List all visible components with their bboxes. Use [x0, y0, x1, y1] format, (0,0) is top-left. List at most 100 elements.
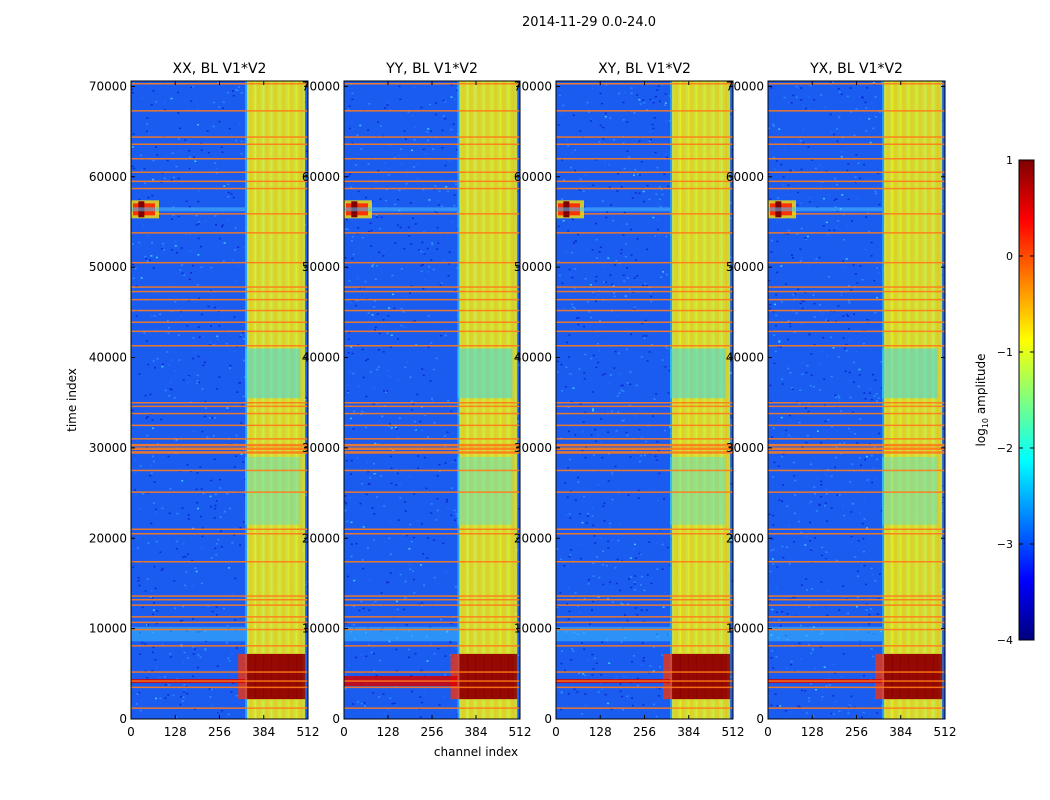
noise-pixel: [382, 693, 385, 695]
noise-pixel: [802, 104, 805, 107]
rfi-stripe: [891, 81, 901, 719]
noise-pixel: [436, 509, 439, 512]
noise-pixel: [815, 510, 818, 512]
noise-pixel: [202, 492, 205, 495]
flagged-row: [768, 595, 945, 597]
noise-pixel: [180, 247, 183, 249]
flagged-row: [131, 180, 308, 183]
noise-pixel: [427, 270, 430, 273]
noise-pixel: [780, 416, 783, 419]
noise-pixel: [790, 660, 793, 663]
noise-pixel: [813, 99, 816, 101]
flagged-row: [768, 321, 945, 323]
noise-pixel: [386, 390, 388, 392]
noise-pixel: [604, 116, 607, 118]
noise-pixel: [855, 108, 858, 110]
noise-pixel: [411, 409, 414, 411]
noise-pixel: [408, 548, 411, 550]
rfi-stripe-core: [510, 81, 515, 719]
flagged-row: [131, 232, 308, 234]
noise-pixel: [433, 368, 436, 371]
noise-pixel: [437, 242, 440, 244]
noise-pixel: [372, 692, 375, 694]
noise-pixel: [564, 386, 567, 388]
noise-pixel: [861, 716, 863, 719]
noise-pixel: [397, 519, 400, 521]
noise-pixel: [605, 83, 608, 86]
noise-pixel: [577, 543, 580, 545]
noise-pixel: [768, 279, 771, 282]
flagged-row: [131, 533, 308, 535]
noise-pixel: [799, 260, 802, 262]
noise-pixel: [665, 120, 668, 123]
noise-pixel: [788, 563, 791, 565]
noise-pixel: [567, 618, 570, 620]
noise-pixel: [200, 266, 203, 269]
noise-pixel: [191, 618, 194, 620]
noise-pixel: [371, 200, 374, 202]
noise-pixel: [592, 524, 595, 527]
noise-pixel: [450, 96, 453, 98]
noise-pixel: [382, 319, 385, 321]
noise-pixel: [778, 499, 781, 501]
noise-pixel: [570, 490, 572, 493]
hot-stripe: [500, 653, 509, 700]
noise-pixel: [353, 605, 355, 608]
noise-pixel: [825, 685, 828, 687]
hot-stripe: [721, 653, 731, 700]
noise-pixel: [595, 276, 598, 278]
noise-pixel: [652, 127, 655, 130]
noise-pixel: [729, 414, 732, 417]
noise-pixel: [196, 502, 199, 504]
noise-pixel: [615, 675, 618, 678]
noise-pixel: [383, 505, 386, 507]
noise-pixel: [768, 695, 771, 697]
noise-pixel: [574, 592, 577, 594]
noise-pixel: [234, 577, 237, 580]
noise-pixel: [152, 360, 155, 362]
noise-pixel: [870, 454, 873, 457]
noise-pixel: [768, 513, 771, 516]
noise-pixel: [877, 613, 879, 615]
heatmap-image: [131, 81, 308, 719]
noise-pixel: [231, 90, 234, 92]
noise-pixel: [834, 700, 837, 703]
noise-pixel: [614, 264, 617, 266]
noise-pixel: [517, 420, 520, 423]
noise-pixel: [825, 551, 828, 553]
noise-pixel: [780, 624, 782, 627]
noise-pixel: [447, 263, 450, 265]
noise-pixel: [168, 512, 171, 514]
noise-pixel: [789, 170, 792, 173]
noise-pixel: [153, 481, 156, 483]
noise-pixel: [200, 149, 203, 151]
noise-pixel: [195, 570, 198, 573]
noise-pixel: [800, 202, 802, 204]
noise-pixel: [782, 176, 785, 178]
noise-pixel: [243, 359, 245, 362]
noise-pixel: [424, 152, 427, 155]
noise-pixel: [371, 602, 374, 605]
noise-pixel: [655, 459, 658, 461]
noise-pixel: [941, 501, 944, 504]
noise-pixel: [858, 457, 861, 459]
noise-pixel: [398, 472, 401, 474]
noise-pixel: [833, 229, 836, 232]
noise-pixel: [378, 251, 381, 253]
colorbar-tick-label: −1: [997, 346, 1013, 359]
noise-pixel: [357, 701, 360, 703]
noise-pixel: [417, 163, 420, 165]
noise-pixel: [413, 592, 416, 594]
x-tick-label: 0: [764, 725, 772, 739]
noise-pixel: [144, 643, 147, 645]
noise-pixel: [657, 695, 660, 697]
noise-pixel: [392, 293, 394, 296]
noise-pixel: [159, 313, 162, 315]
noise-pixel: [234, 227, 237, 229]
noise-pixel: [131, 92, 134, 94]
noise-pixel: [818, 389, 821, 391]
y-tick-label: 70000: [726, 79, 764, 93]
noise-pixel: [173, 580, 176, 582]
noise-pixel: [771, 436, 773, 438]
flagged-row: [344, 424, 520, 427]
